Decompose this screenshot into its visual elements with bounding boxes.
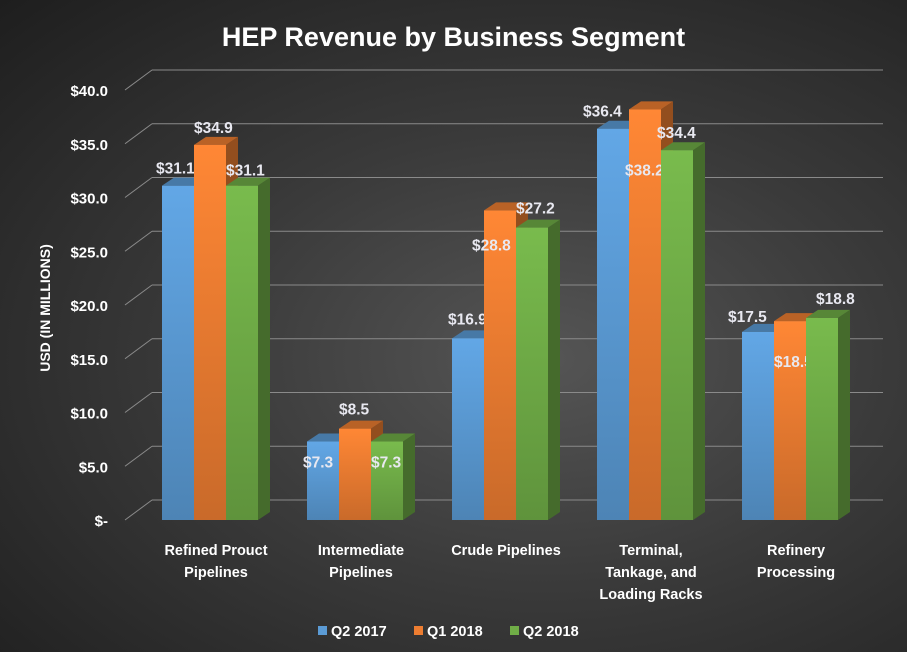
y-tick-label: $25.0	[70, 244, 108, 261]
bar-q2-2017	[742, 331, 774, 520]
bar-top	[371, 433, 415, 442]
gridline-side	[124, 177, 153, 198]
bar-q1-2018	[629, 109, 661, 520]
data-label: $38.2	[625, 162, 664, 179]
bar-side	[403, 433, 415, 520]
y-tick-label: $15.0	[70, 352, 108, 369]
bar-top	[661, 142, 705, 151]
data-label: $16.9	[448, 311, 487, 328]
chart-title: HEP Revenue by Business Segment	[221, 22, 686, 52]
data-label: $34.4	[657, 125, 696, 142]
data-label: $17.5	[728, 309, 767, 326]
category-label: Refinery	[767, 543, 825, 559]
gridline-side	[124, 338, 153, 360]
gridline-side	[124, 123, 153, 145]
gridline-side	[124, 445, 153, 467]
bar-q1-2018	[339, 428, 371, 520]
gridline-side	[124, 230, 153, 252]
gridline-side	[124, 69, 153, 91]
bar-top	[194, 136, 238, 145]
bar-q2-2018	[516, 227, 548, 520]
gridline-side	[124, 284, 153, 306]
legend-swatch	[510, 626, 519, 635]
category-label: Crude Pipelines	[451, 543, 561, 559]
bar-top	[629, 101, 673, 110]
data-label: $31.1	[156, 161, 195, 178]
data-label: $34.9	[194, 120, 233, 137]
bar-side	[838, 309, 850, 520]
bar-top	[484, 202, 528, 211]
data-label: $7.3	[371, 455, 402, 472]
bar-q2-2018	[661, 150, 693, 520]
bar-q1-2018	[774, 321, 806, 520]
data-label: $28.8	[472, 237, 511, 254]
bar-q2-2017	[597, 128, 629, 520]
bar-q2-2017	[452, 338, 484, 520]
gridline-side	[124, 392, 153, 413]
data-label: $18.8	[816, 291, 855, 308]
bar-top	[226, 177, 270, 186]
bar-top	[516, 219, 560, 228]
y-tick-label: $20.0	[70, 298, 108, 315]
y-tick-label: $30.0	[70, 191, 108, 208]
category-label: Refined Prouct	[164, 543, 267, 559]
data-label: $31.1	[226, 163, 265, 180]
y-tick-label: $10.0	[70, 406, 108, 423]
bar-side	[258, 177, 270, 521]
category-label: Terminal,	[619, 543, 682, 559]
gridline-side	[124, 499, 153, 521]
bar-side	[693, 142, 705, 520]
data-label: $7.3	[303, 455, 334, 472]
category-label: Pipelines	[329, 565, 393, 581]
bar-side	[548, 219, 560, 520]
category-label: Tankage, and	[605, 565, 697, 581]
category-label: Loading Racks	[599, 587, 702, 603]
legend-swatch	[318, 626, 327, 635]
y-tick-label: $-	[95, 513, 108, 530]
legend-label: Q1 2018	[427, 624, 483, 640]
bar-q1-2018	[484, 210, 516, 520]
y-tick-label: $5.0	[79, 459, 108, 476]
bar-top	[339, 420, 383, 429]
y-tick-label: $35.0	[70, 137, 108, 154]
category-label: Pipelines	[184, 565, 248, 581]
data-label: $36.4	[583, 104, 622, 121]
y-tick-label: $40.0	[70, 83, 108, 100]
data-label: $27.2	[516, 201, 555, 218]
bar-q1-2018	[194, 144, 226, 520]
bar-q2-2018	[226, 185, 258, 521]
bar-top	[806, 309, 850, 318]
y-axis-label: USD (IN MILLIONS)	[37, 244, 53, 372]
category-label: Intermediate	[318, 543, 404, 559]
bar-q2-2017	[307, 441, 339, 520]
legend-swatch	[414, 626, 423, 635]
bar-q2-2017	[162, 185, 194, 521]
data-label: $8.5	[339, 402, 370, 419]
legend-label: Q2 2018	[523, 624, 579, 640]
bar-q2-2018	[371, 441, 403, 520]
legend-label: Q2 2017	[331, 624, 387, 640]
data-label: $18.5	[774, 354, 813, 371]
bar-q2-2018	[806, 317, 838, 520]
category-label: Processing	[757, 565, 835, 581]
